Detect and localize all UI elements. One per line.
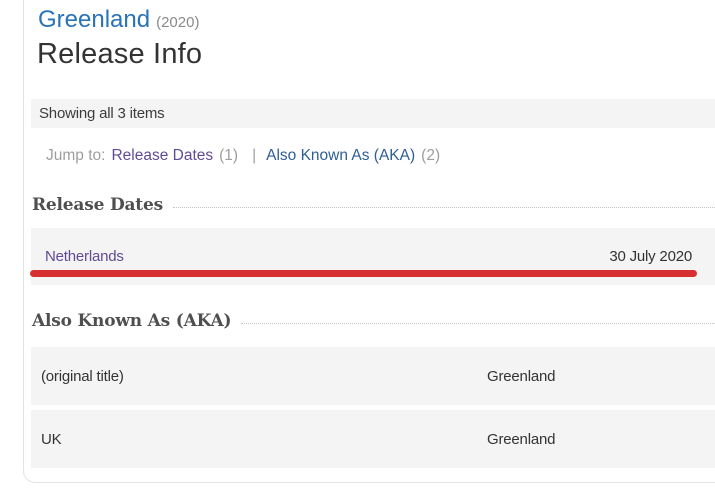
jump-link-release-dates[interactable]: Release Dates xyxy=(111,147,214,164)
jump-to-label: Jump to: xyxy=(46,147,106,164)
aka-row-label: (original title) xyxy=(41,367,124,385)
dotted-rule xyxy=(241,322,715,324)
movie-year: (2020) xyxy=(156,14,200,31)
jump-link-aka[interactable]: Also Known As (AKA) xyxy=(266,147,416,164)
title-breadcrumb: Greenland (2020) xyxy=(38,6,199,34)
dotted-rule xyxy=(172,206,715,208)
aka-count: (2) xyxy=(421,147,441,164)
movie-title-link[interactable]: Greenland xyxy=(38,6,151,33)
release-country-link[interactable]: Netherlands xyxy=(45,248,124,265)
aka-heading-text: Also Known As (AKA) xyxy=(32,311,232,331)
jump-to-nav: Jump to: Release Dates (1) | Also Known … xyxy=(46,147,440,165)
release-dates-heading-text: Release Dates xyxy=(32,195,163,215)
aka-row: UK Greenland xyxy=(31,410,715,468)
aka-row-title: Greenland xyxy=(487,430,556,448)
release-dates-count: (1) xyxy=(219,147,239,164)
filter-bar: Showing all 3 items xyxy=(31,99,715,128)
release-dates-section-heading: Release Dates xyxy=(32,195,715,215)
aka-row-label: UK xyxy=(41,430,62,448)
aka-row: (original title) Greenland xyxy=(31,347,715,405)
page-title: Release Info xyxy=(37,38,203,70)
separator-pipe: | xyxy=(252,147,257,164)
aka-row-title: Greenland xyxy=(487,367,556,385)
aka-section-heading: Also Known As (AKA) xyxy=(32,311,715,331)
release-date-value: 30 July 2020 xyxy=(609,248,692,265)
filter-bar-text: Showing all 3 items xyxy=(39,105,165,122)
red-underline-annotation xyxy=(30,270,697,277)
